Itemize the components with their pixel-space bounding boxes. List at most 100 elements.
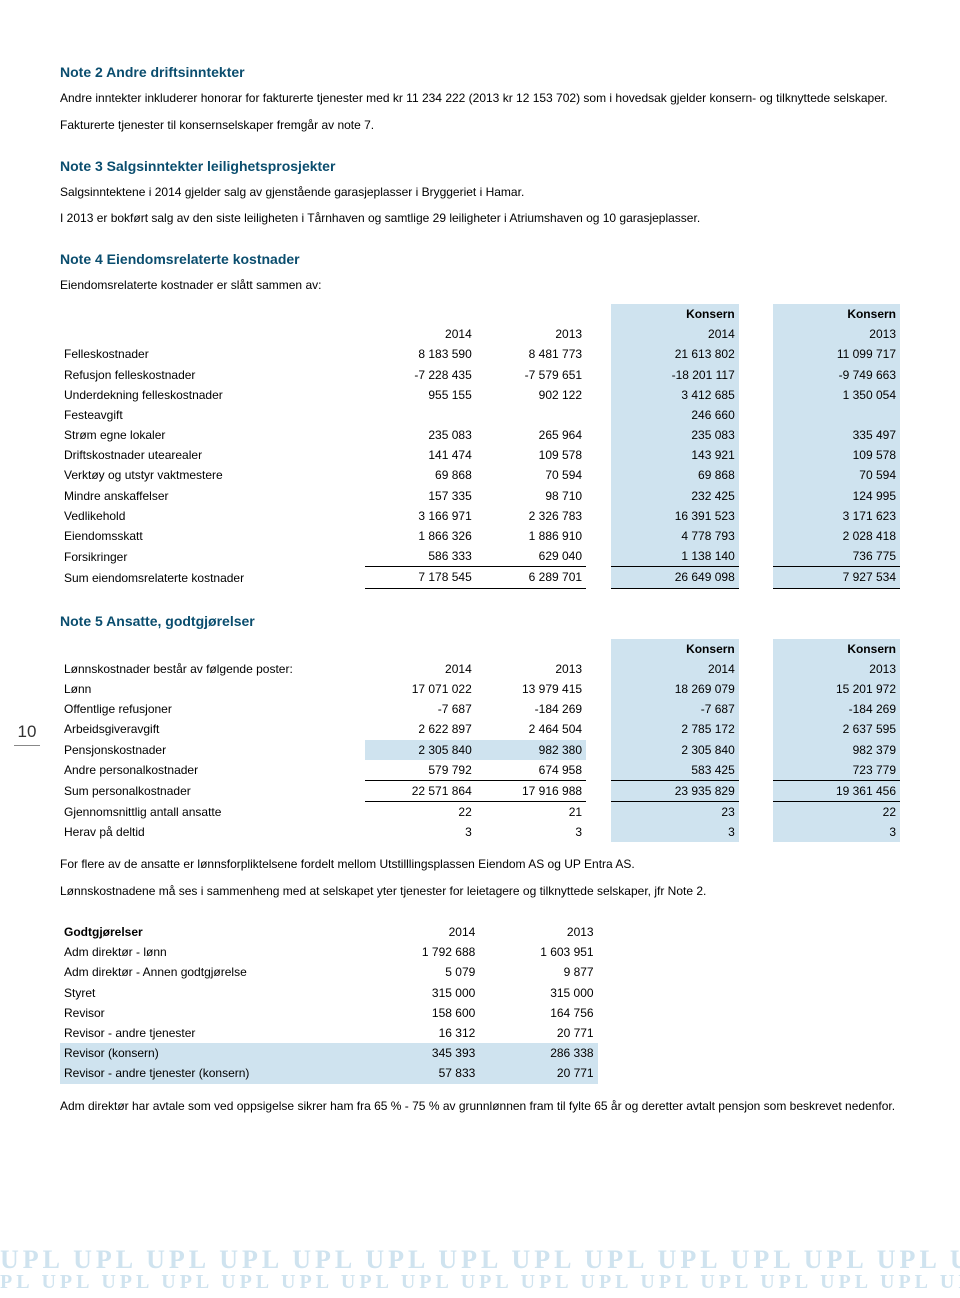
cell	[773, 405, 900, 425]
cell: 3	[365, 822, 475, 842]
cell: 18 269 079	[611, 679, 738, 699]
cell: 2 464 504	[476, 719, 586, 739]
note4-row: Strøm egne lokaler235 083265 964235 0833…	[60, 425, 900, 445]
cell: 3	[773, 822, 900, 842]
cell: 23	[611, 802, 738, 823]
col-year: 2014	[365, 659, 475, 679]
cell: 2 028 418	[773, 526, 900, 546]
col-year: 2014	[361, 922, 479, 942]
watermark-row: PL UPL UPL UPL UPL UPL UPL UPL UPL UPL U…	[0, 1271, 960, 1294]
note4-title: Note 4 Eiendomsrelaterte kostnader	[60, 251, 900, 267]
col-header-konsern: Konsern	[773, 304, 900, 324]
cell: 2 637 595	[773, 719, 900, 739]
note2-section: Note 2 Andre driftsinntekter Andre innte…	[60, 64, 900, 134]
cell: 4 778 793	[611, 526, 738, 546]
row-label: Mindre anskaffelser	[60, 486, 365, 506]
row-label: Verktøy og utstyr vaktmestere	[60, 465, 365, 485]
row-label: Underdekning felleskostnader	[60, 385, 365, 405]
note5-row: Lønn17 071 02213 979 41518 269 07915 201…	[60, 679, 900, 699]
note5-row: Herav på deltid3333	[60, 822, 900, 842]
note5-row: Sum personalkostnader22 571 86417 916 98…	[60, 780, 900, 801]
cell: 955 155	[365, 385, 475, 405]
note5-p2: Lønnskostnadene må ses i sammenheng med …	[60, 883, 900, 900]
row-label: Lønnskostnader består av følgende poster…	[60, 659, 365, 679]
cell: 345 393	[361, 1043, 479, 1063]
row-label: Arbeidsgiveravgift	[60, 719, 365, 739]
note4-row: Underdekning felleskostnader955 155902 1…	[60, 385, 900, 405]
cell: 2 305 840	[611, 740, 738, 760]
cell: 2 622 897	[365, 719, 475, 739]
cell: 315 000	[479, 983, 597, 1003]
cell: 586 333	[365, 546, 475, 567]
godt-row: Adm direktør - Annen godtgjørelse5 0799 …	[60, 962, 598, 982]
cell: 70 594	[476, 465, 586, 485]
cell: 17 916 988	[476, 780, 586, 801]
cell: 158 600	[361, 1003, 479, 1023]
cell: 16 312	[361, 1023, 479, 1043]
row-label: Revisor (konsern)	[60, 1043, 361, 1063]
page-number: 10	[14, 722, 40, 746]
cell: 7 178 545	[365, 567, 475, 588]
note4-row: Vedlikehold3 166 9712 326 78316 391 5233…	[60, 506, 900, 526]
note4-row: Forsikringer586 333629 0401 138 140736 7…	[60, 546, 900, 567]
cell: 232 425	[611, 486, 738, 506]
table-header-years: Lønnskostnader består av følgende poster…	[60, 659, 900, 679]
cell	[365, 405, 475, 425]
row-label: Revisor - andre tjenester (konsern)	[60, 1063, 361, 1083]
row-label: Adm direktør - lønn	[60, 942, 361, 962]
note5-row: Arbeidsgiveravgift2 622 8972 464 5042 78…	[60, 719, 900, 739]
watermark: UPL UPL UPL UPL UPL UPL UPL UPL UPL UPL …	[0, 1245, 960, 1294]
row-label: Strøm egne lokaler	[60, 425, 365, 445]
cell	[476, 405, 586, 425]
cell: 69 868	[611, 465, 738, 485]
cell: 315 000	[361, 983, 479, 1003]
table-header-top: Konsern Konsern	[60, 304, 900, 324]
cell: 3	[611, 822, 738, 842]
table-header: Godtgjørelser 2014 2013	[60, 922, 598, 942]
col-header-konsern: Konsern	[611, 639, 738, 659]
cell: 6 289 701	[476, 567, 586, 588]
cell: 9 877	[479, 962, 597, 982]
cell: 11 099 717	[773, 344, 900, 364]
cell: 8 481 773	[476, 344, 586, 364]
cell: 2 305 840	[365, 740, 475, 760]
cell: 13 979 415	[476, 679, 586, 699]
note3-p1: Salgsinntektene i 2014 gjelder salg av g…	[60, 184, 900, 201]
row-label: Sum eiendomsrelaterte kostnader	[60, 567, 365, 588]
note4-table: Konsern Konsern 2014 2013 2014 2013 Fell…	[60, 304, 900, 589]
cell: 1 792 688	[361, 942, 479, 962]
row-label: Revisor	[60, 1003, 361, 1023]
note3-section: Note 3 Salgsinntekter leilighetsprosjekt…	[60, 158, 900, 228]
cell: 98 710	[476, 486, 586, 506]
note5-row: Gjennomsnittlig antall ansatte22212322	[60, 802, 900, 823]
cell: -7 687	[365, 699, 475, 719]
cell: 20 771	[479, 1063, 597, 1083]
cell: 235 083	[365, 425, 475, 445]
cell: 19 361 456	[773, 780, 900, 801]
cell: -7 687	[611, 699, 738, 719]
note5-p3: Adm direktør har avtale som ved oppsigel…	[60, 1098, 900, 1115]
cell: 286 338	[479, 1043, 597, 1063]
cell: 21	[476, 802, 586, 823]
cell: 109 578	[773, 445, 900, 465]
row-label: Herav på deltid	[60, 822, 365, 842]
cell: 902 122	[476, 385, 586, 405]
cell: 21 613 802	[611, 344, 738, 364]
row-label: Offentlige refusjoner	[60, 699, 365, 719]
col-year: 2014	[611, 324, 738, 344]
cell: 1 866 326	[365, 526, 475, 546]
cell: 246 660	[611, 405, 738, 425]
note5-title: Note 5 Ansatte, godtgjørelser	[60, 613, 900, 629]
cell: 335 497	[773, 425, 900, 445]
cell: 3 412 685	[611, 385, 738, 405]
col-header-konsern: Konsern	[611, 304, 738, 324]
note3-p2: I 2013 er bokført salg av den siste leil…	[60, 210, 900, 227]
note4-row: Mindre anskaffelser157 33598 710232 4251…	[60, 486, 900, 506]
col-header-konsern: Konsern	[773, 639, 900, 659]
cell: 20 771	[479, 1023, 597, 1043]
col-year: 2013	[773, 324, 900, 344]
cell: 982 380	[476, 740, 586, 760]
note3-title: Note 3 Salgsinntekter leilighetsprosjekt…	[60, 158, 900, 174]
cell: 1 350 054	[773, 385, 900, 405]
col-year: 2014	[611, 659, 738, 679]
